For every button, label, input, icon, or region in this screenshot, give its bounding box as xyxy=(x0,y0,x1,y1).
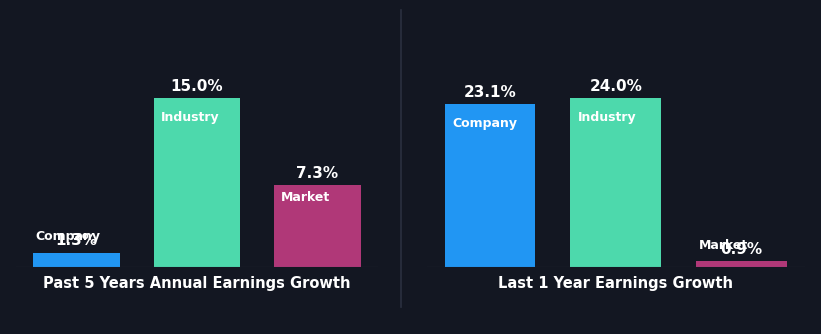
X-axis label: Last 1 Year Earnings Growth: Last 1 Year Earnings Growth xyxy=(498,276,733,291)
Text: Market: Market xyxy=(699,239,748,252)
Text: 1.3%: 1.3% xyxy=(56,233,98,248)
X-axis label: Past 5 Years Annual Earnings Growth: Past 5 Years Annual Earnings Growth xyxy=(44,276,351,291)
Text: Company: Company xyxy=(452,117,517,130)
Text: 15.0%: 15.0% xyxy=(171,78,223,94)
Text: 24.0%: 24.0% xyxy=(589,78,642,94)
Bar xyxy=(34,253,120,267)
Text: Market: Market xyxy=(282,191,331,204)
Text: 0.9%: 0.9% xyxy=(721,241,763,257)
Text: Industry: Industry xyxy=(161,111,219,124)
Text: 7.3%: 7.3% xyxy=(296,166,338,180)
Bar xyxy=(274,185,360,267)
Bar xyxy=(571,98,661,267)
Text: Company: Company xyxy=(35,230,101,243)
Text: 23.1%: 23.1% xyxy=(464,85,516,100)
Bar xyxy=(444,104,535,267)
Bar xyxy=(696,261,787,267)
Bar xyxy=(154,98,241,267)
Text: Industry: Industry xyxy=(578,111,636,124)
